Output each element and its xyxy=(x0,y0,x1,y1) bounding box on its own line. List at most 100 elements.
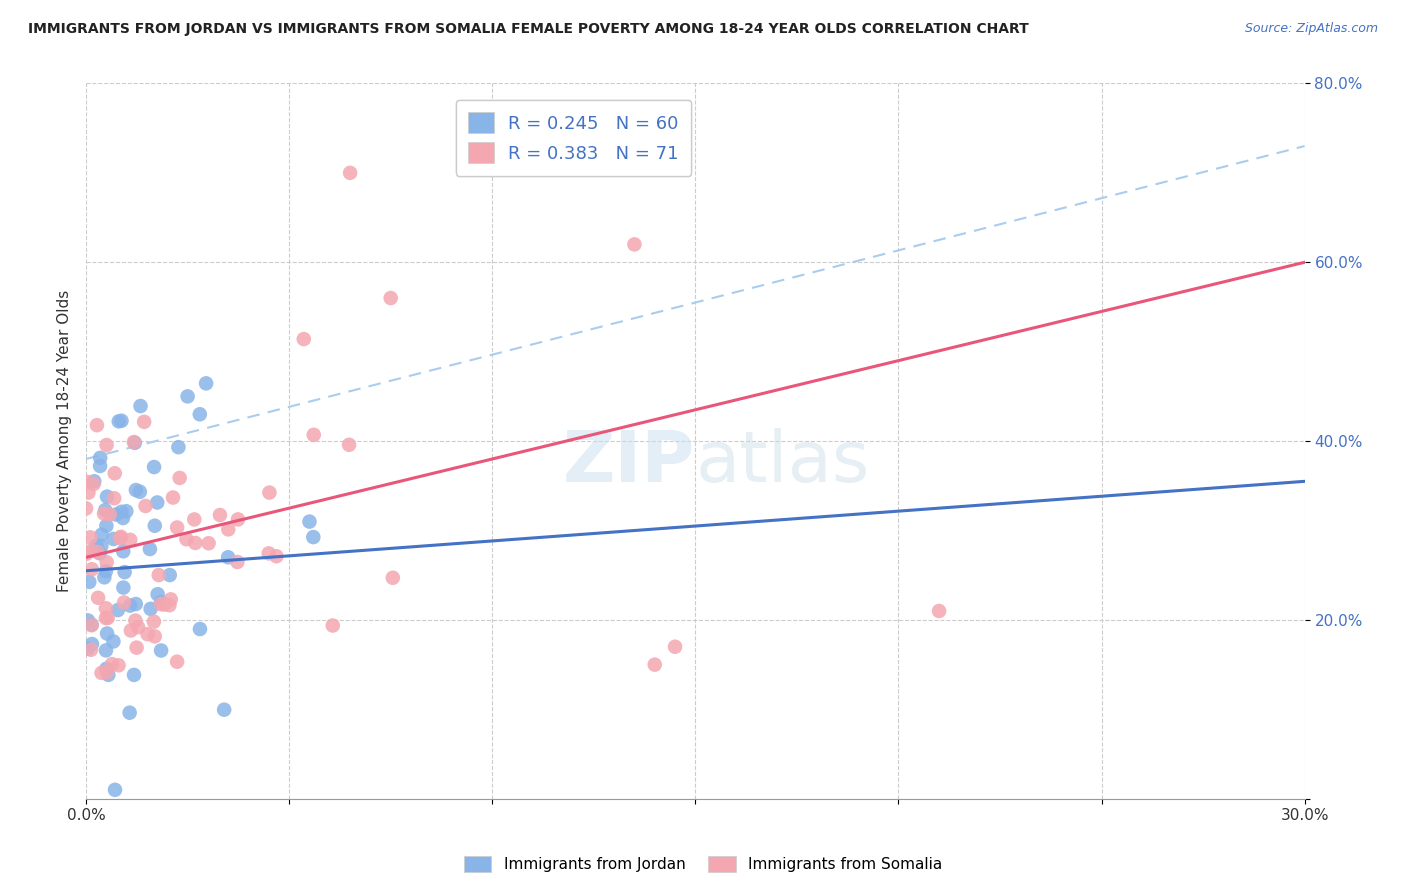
Point xyxy=(103,532,125,546)
Point xyxy=(118,706,141,720)
Point xyxy=(98,508,121,522)
Point xyxy=(118,599,141,613)
Point xyxy=(96,662,118,676)
Point xyxy=(94,564,117,578)
Point xyxy=(153,598,176,612)
Point xyxy=(83,475,105,489)
Point xyxy=(135,499,157,513)
Point xyxy=(86,538,108,552)
Point xyxy=(322,618,344,632)
Point xyxy=(80,637,103,651)
Point xyxy=(107,603,129,617)
Point xyxy=(143,460,166,475)
Text: atlas: atlas xyxy=(696,428,870,497)
Point xyxy=(212,703,235,717)
Point xyxy=(93,507,115,521)
Point xyxy=(127,620,149,634)
Point xyxy=(86,418,108,433)
Point xyxy=(208,508,231,522)
Point xyxy=(157,599,180,613)
Point xyxy=(150,597,173,611)
Point xyxy=(76,547,98,561)
Point xyxy=(80,562,103,576)
Point xyxy=(77,614,100,628)
Point xyxy=(217,550,239,565)
Point xyxy=(80,617,103,632)
Point xyxy=(139,542,162,557)
Point xyxy=(139,602,162,616)
Point xyxy=(80,543,103,558)
Point xyxy=(159,592,181,607)
Point xyxy=(176,532,198,546)
Point xyxy=(150,595,173,609)
Point xyxy=(167,440,190,454)
Point xyxy=(381,571,404,585)
Point xyxy=(302,427,325,442)
Point xyxy=(129,399,152,413)
Point xyxy=(76,475,98,489)
Point xyxy=(96,438,118,452)
Point xyxy=(143,629,166,643)
Point xyxy=(266,549,288,564)
Point xyxy=(96,555,118,569)
Point xyxy=(128,484,150,499)
Point xyxy=(120,533,142,547)
Point xyxy=(124,435,146,450)
Point xyxy=(226,512,249,526)
Point xyxy=(96,665,118,680)
Y-axis label: Female Poverty Among 18-24 Year Olds: Female Poverty Among 18-24 Year Olds xyxy=(58,290,72,592)
Point xyxy=(226,555,249,569)
Point xyxy=(79,574,101,589)
Point xyxy=(76,641,98,656)
Point xyxy=(195,376,218,391)
Point xyxy=(90,527,112,541)
Point xyxy=(115,504,138,518)
Text: ZIP: ZIP xyxy=(564,428,696,497)
Point xyxy=(80,618,103,632)
Point xyxy=(110,530,132,544)
Point xyxy=(337,438,360,452)
Point xyxy=(644,657,666,672)
Point xyxy=(83,477,105,491)
Point xyxy=(104,508,127,522)
Point xyxy=(188,622,211,636)
Point xyxy=(169,471,191,485)
Point xyxy=(112,544,135,558)
Point xyxy=(143,518,166,533)
Point xyxy=(107,658,129,673)
Point xyxy=(176,389,198,403)
Point xyxy=(125,597,148,611)
Point xyxy=(142,615,165,629)
Point xyxy=(623,237,645,252)
Point xyxy=(89,450,111,465)
Point xyxy=(166,520,188,534)
Point xyxy=(103,491,125,506)
Point xyxy=(110,414,132,428)
Point xyxy=(339,166,361,180)
Point xyxy=(75,501,97,516)
Point xyxy=(184,536,207,550)
Point xyxy=(150,643,173,657)
Point xyxy=(125,640,148,655)
Point xyxy=(101,657,124,672)
Point xyxy=(292,332,315,346)
Point xyxy=(124,614,146,628)
Point xyxy=(120,624,142,638)
Point xyxy=(159,568,181,582)
Legend: Immigrants from Jordan, Immigrants from Somalia: Immigrants from Jordan, Immigrants from … xyxy=(456,848,950,880)
Point xyxy=(94,503,117,517)
Legend: R = 0.245   N = 60, R = 0.383   N = 71: R = 0.245 N = 60, R = 0.383 N = 71 xyxy=(456,100,692,176)
Point xyxy=(96,626,118,640)
Point xyxy=(302,530,325,544)
Point xyxy=(148,568,170,582)
Point xyxy=(107,414,129,428)
Point xyxy=(94,611,117,625)
Point xyxy=(104,467,127,481)
Point xyxy=(110,505,132,519)
Point xyxy=(125,483,148,497)
Point xyxy=(298,515,321,529)
Text: IMMIGRANTS FROM JORDAN VS IMMIGRANTS FROM SOMALIA FEMALE POVERTY AMONG 18-24 YEA: IMMIGRANTS FROM JORDAN VS IMMIGRANTS FRO… xyxy=(28,22,1029,37)
Point xyxy=(114,565,136,579)
Point xyxy=(183,512,205,526)
Point xyxy=(197,536,219,550)
